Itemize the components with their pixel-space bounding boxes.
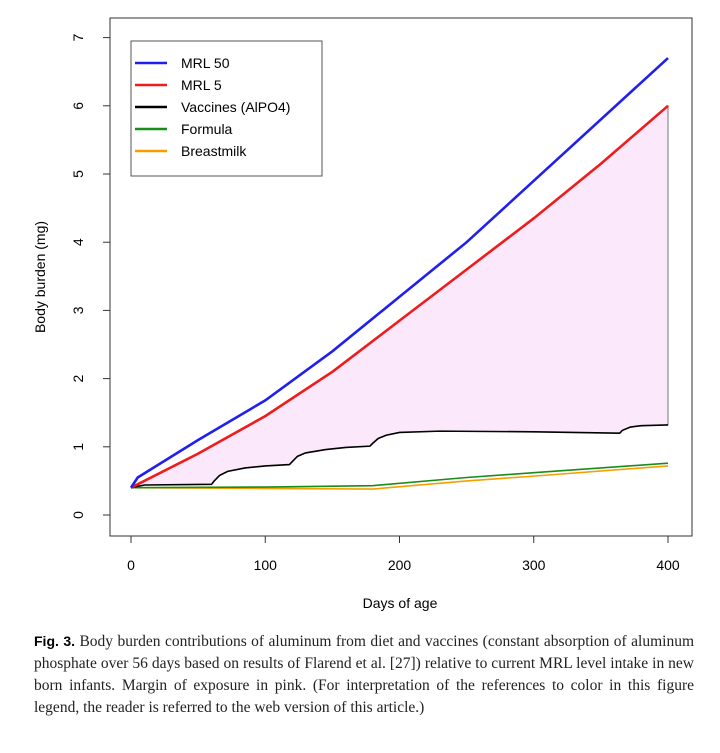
x-tick-label: 400	[656, 557, 680, 573]
y-axis-label: Body burden (mg)	[32, 221, 48, 333]
x-tick-label: 200	[388, 557, 412, 573]
legend-label: MRL 5	[181, 77, 222, 93]
y-tick-label: 1	[70, 443, 86, 451]
figure-caption: Fig. 3. Body burden contributions of alu…	[34, 630, 694, 719]
x-axis-label: Days of age	[363, 595, 438, 611]
series-line-breastmilk	[130, 465, 669, 490]
y-tick-label: 7	[70, 33, 86, 41]
caption-label: Fig. 3.	[34, 633, 76, 649]
legend: MRL 50 MRL 5 Vaccines (AlPO4) Formula Breast…	[130, 40, 323, 177]
series-line-mrl-5	[130, 104, 669, 489]
x-tick-label: 0	[127, 557, 135, 573]
series-line-vaccines-alpo4-	[130, 424, 669, 489]
y-tick-label: 6	[70, 102, 86, 110]
legend-label: Breastmilk	[181, 143, 247, 159]
y-tick-label: 0	[70, 511, 86, 519]
series-line-formula	[130, 462, 669, 489]
legend-label: Vaccines (AlPO4)	[181, 99, 290, 115]
series-line-mrl-50	[129, 57, 669, 489]
plot-frame	[109, 17, 693, 537]
legend-label: Formula	[181, 121, 233, 137]
chart: 0 100 200 300 400 0 1 2 3 4 5 6 7 Days of age Body …	[32, 17, 693, 611]
caption-text: Body burden contributions of aluminum fr…	[34, 633, 694, 716]
y-tick-label: 2	[70, 374, 86, 382]
y-tick-label: 5	[70, 170, 86, 178]
y-tick-label: 4	[70, 238, 86, 246]
y-tick-label: 3	[70, 306, 86, 314]
x-tick-label: 300	[522, 557, 546, 573]
x-tick-label: 100	[254, 557, 278, 573]
legend-label: MRL 50	[181, 55, 230, 71]
